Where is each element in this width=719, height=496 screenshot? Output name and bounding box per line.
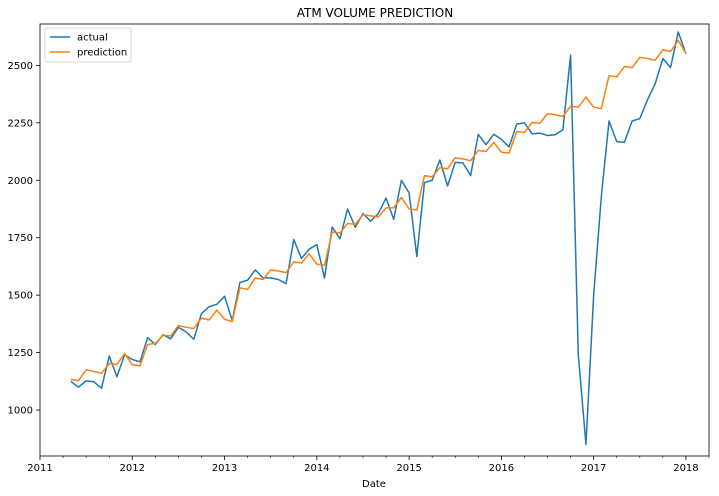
legend: actual prediction [44,27,132,63]
y-tick-label: 2250 [8,118,33,129]
series-layer [70,31,687,446]
x-axis: 2011 2012 2013 2014 2015 2016 2017 2018 [27,456,710,474]
y-tick-label: 1500 [8,291,33,302]
x-tick-label: 2017 [581,463,606,474]
series-line-actual [70,31,687,446]
chart-title: ATM VOLUME PREDICTION [297,6,453,20]
y-tick-label: 2500 [8,61,33,72]
y-tick-label: 1250 [8,348,33,359]
y-tick-label: 2000 [8,176,33,187]
x-tick-label: 2018 [673,463,698,474]
x-tick-label: 2013 [212,463,237,474]
x-tick-label: 2016 [489,463,514,474]
x-axis-label: Date [362,479,386,490]
x-tick-label: 2011 [27,463,52,474]
series-line-prediction [70,39,687,382]
y-tick-label: 1750 [8,233,33,244]
x-tick-label: 2014 [304,463,329,474]
legend-label-actual: actual [77,33,108,44]
plot-area [39,23,710,457]
x-tick-label: 2015 [396,463,421,474]
y-tick-label: 1000 [8,406,33,417]
legend-label-prediction: prediction [77,48,127,59]
y-axis: 1000 1250 1500 1750 2000 2250 2500 [8,61,40,417]
x-tick-label: 2012 [120,463,145,474]
